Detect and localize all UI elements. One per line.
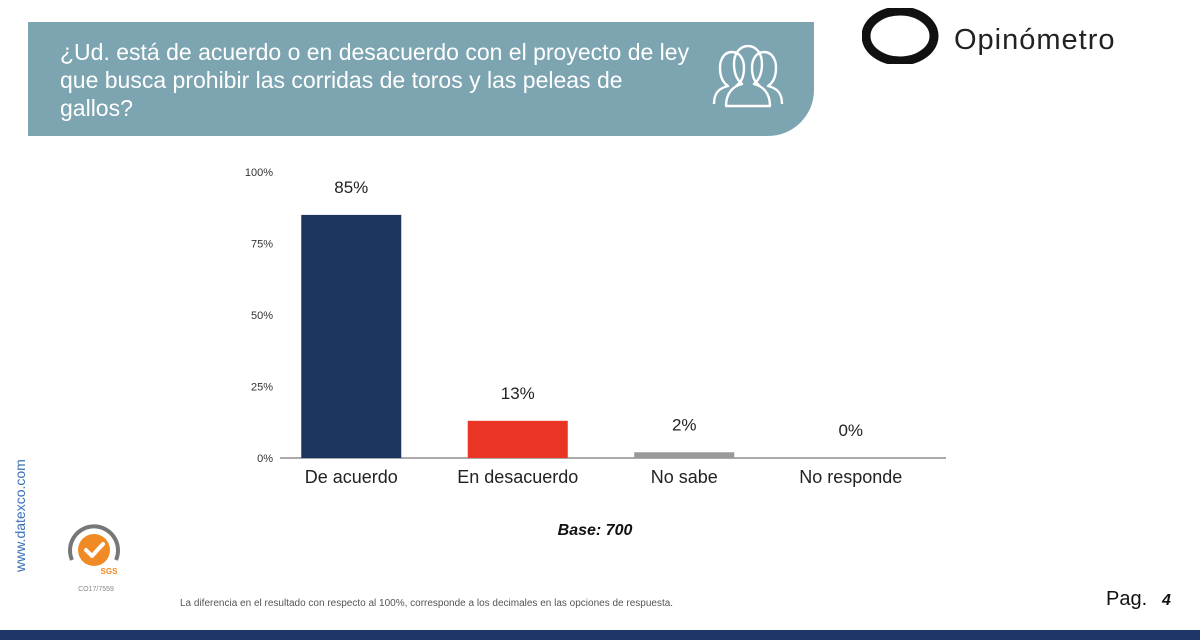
bar-1	[467, 420, 568, 458]
y-tick-label: 50%	[251, 310, 273, 322]
cert-badge: SGS	[101, 567, 119, 576]
bar-value-label: 0%	[838, 421, 863, 440]
y-tick-label: 0%	[257, 453, 273, 465]
cert-code: CO17/7559	[78, 586, 114, 593]
bar-2	[634, 452, 735, 458]
sgs-certification-icon: SGS	[64, 520, 124, 580]
y-tick-label: 75%	[251, 239, 273, 251]
opinometro-logo-icon	[861, 6, 940, 66]
footnote: La diferencia en el resultado con respec…	[180, 598, 674, 609]
datexco-url[interactable]: www.datexco.com	[12, 459, 28, 572]
question-banner: ¿Ud. está de acuerdo o en desacuerdo con…	[28, 22, 814, 136]
x-tick-label: No responde	[799, 467, 902, 487]
bar-0	[301, 214, 402, 458]
bar-value-label: 2%	[672, 415, 697, 434]
page-number: 4	[1162, 592, 1171, 609]
bar-value-label: 85%	[334, 178, 368, 197]
x-tick-label: En desacuerdo	[457, 467, 578, 487]
bar-value-label: 13%	[501, 384, 535, 403]
base-label: Base: 700	[557, 522, 633, 539]
people-icon	[708, 42, 788, 110]
brand-logo: Opinómetro	[861, 6, 1162, 68]
x-tick-label: De acuerdo	[305, 467, 398, 487]
y-tick-label: 25%	[251, 382, 273, 394]
x-tick-label: No sabe	[651, 467, 718, 487]
bottom-bar	[0, 630, 1200, 640]
question-text: ¿Ud. está de acuerdo o en desacuerdo con…	[60, 39, 690, 121]
y-tick-label: 100%	[245, 167, 273, 179]
page-label: Pag.	[1106, 588, 1148, 610]
banner-background	[28, 22, 814, 136]
brand-name: Opinómetro	[954, 24, 1116, 56]
